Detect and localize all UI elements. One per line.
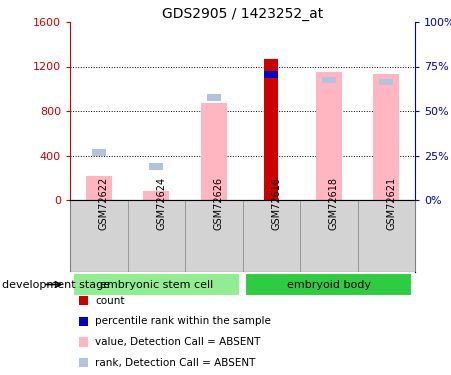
Bar	[207, 94, 221, 101]
Bar	[379, 79, 393, 86]
Text: GSM72622: GSM72622	[99, 177, 109, 230]
Bar	[149, 163, 163, 170]
Bar	[264, 59, 278, 200]
Text: development stage: development stage	[2, 279, 110, 290]
Text: GSM72618: GSM72618	[329, 177, 339, 230]
Title: GDS2905 / 1423252_at: GDS2905 / 1423252_at	[162, 7, 323, 21]
Bar	[245, 273, 412, 296]
Text: GSM72616: GSM72616	[271, 177, 281, 230]
Bar	[322, 76, 336, 83]
Text: value, Detection Call = ABSENT: value, Detection Call = ABSENT	[95, 337, 261, 347]
Text: percentile rank within the sample: percentile rank within the sample	[95, 316, 271, 326]
Bar	[373, 74, 399, 200]
Text: GSM72626: GSM72626	[214, 177, 224, 230]
Bar	[264, 71, 278, 78]
Bar	[316, 72, 342, 200]
Text: count: count	[95, 296, 124, 306]
Text: embryonic stem cell: embryonic stem cell	[100, 279, 213, 290]
Bar	[92, 149, 106, 156]
Text: GSM72621: GSM72621	[386, 177, 396, 230]
Bar	[73, 273, 239, 296]
Text: GSM72624: GSM72624	[156, 177, 166, 230]
Bar	[86, 176, 112, 200]
Bar	[201, 103, 227, 200]
Bar	[143, 191, 169, 200]
Text: embryoid body: embryoid body	[287, 279, 371, 290]
Text: rank, Detection Call = ABSENT: rank, Detection Call = ABSENT	[95, 358, 256, 368]
